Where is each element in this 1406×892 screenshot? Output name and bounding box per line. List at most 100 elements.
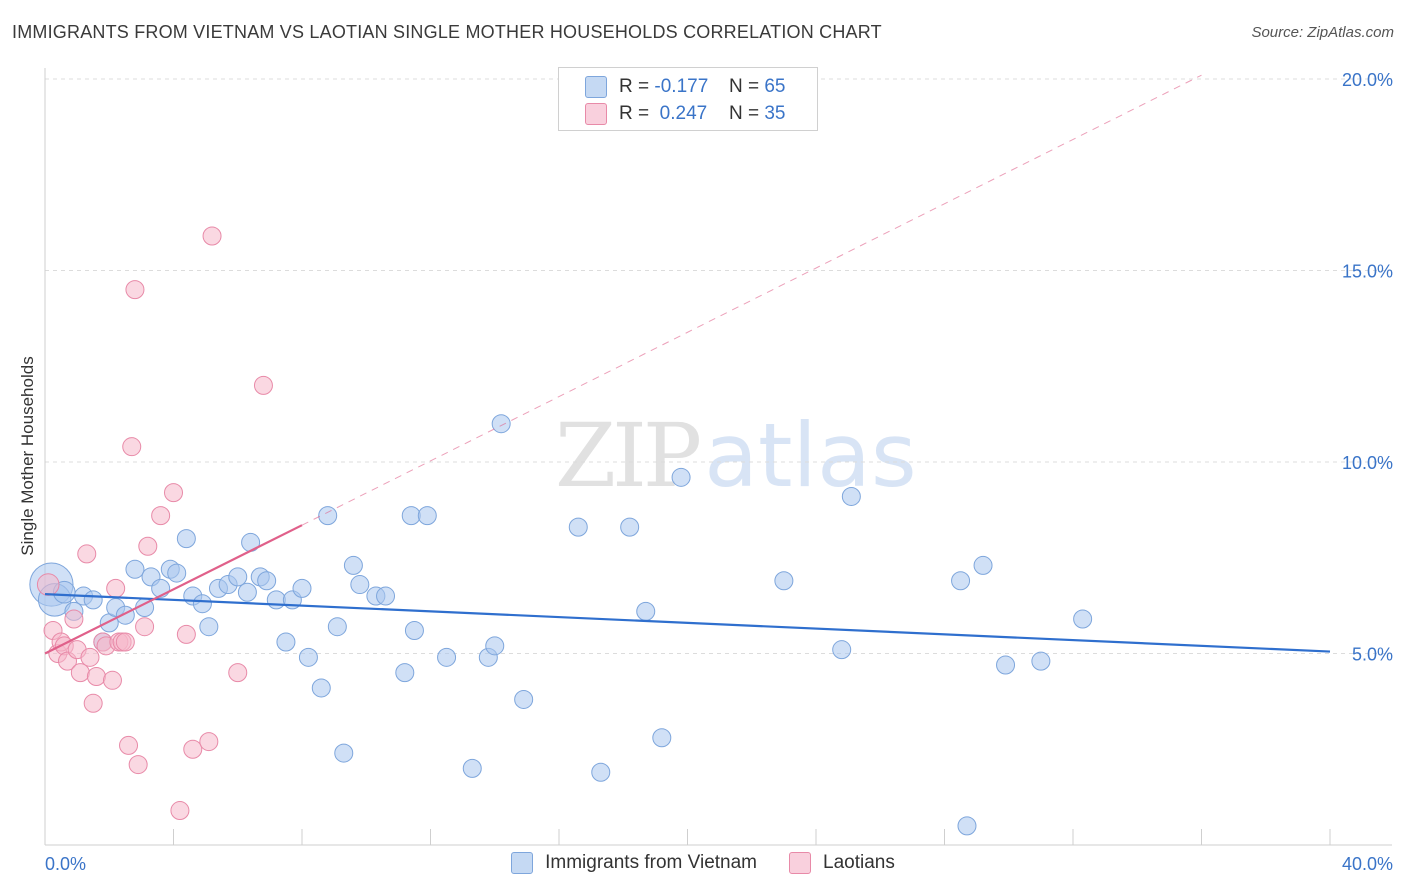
legend-n-value: 35 (764, 103, 786, 124)
vietnam-point (620, 517, 640, 537)
legend-row-laotians: R = 0.247 N = 35 (585, 101, 785, 127)
series-laotians-points (36, 226, 273, 821)
laotians-point (36, 573, 60, 596)
trend-lines (44, 74, 1331, 655)
series-legend: Immigrants from Vietnam Laotians (0, 852, 1406, 874)
legend-n-label: N = (728, 103, 760, 124)
vietnam-point (276, 632, 296, 652)
legend-label-laotians: Laotians (823, 852, 895, 873)
vietnam-point (485, 636, 505, 656)
watermark-zip: ZIP (555, 404, 702, 507)
vietnam-point (167, 563, 187, 583)
vietnam-point (176, 529, 196, 549)
source-label: Source: ZipAtlas.com (1251, 24, 1394, 41)
laotians-point (115, 632, 135, 652)
laotians-point (86, 666, 106, 686)
vietnam-point (334, 743, 354, 763)
vietnam-point (404, 621, 424, 641)
vietnam-point (298, 647, 318, 667)
legend-r-label: R = (619, 76, 650, 97)
laotians-point (176, 624, 196, 644)
y-tick-label: 20.0% (1342, 70, 1393, 90)
watermark: ZIPatlas (555, 404, 917, 507)
legend-label-vietnam: Immigrants from Vietnam (545, 852, 758, 873)
vietnam-point (437, 647, 457, 667)
legend-r-value: 0.247 (654, 103, 708, 124)
legend-r-label: R = (619, 103, 650, 124)
vietnam-point (462, 758, 482, 778)
legend-row-vietnam: R = -0.177 N = 65 (585, 74, 785, 100)
vietnam-point (395, 663, 415, 683)
y-tick-label: 5.0% (1352, 645, 1393, 665)
laotians-point (170, 801, 190, 821)
vietnam-point (591, 762, 611, 782)
laotians-point (70, 663, 90, 683)
x-tick-label: 40.0% (1342, 854, 1393, 874)
laotians-point (77, 544, 97, 564)
laotians-point (64, 609, 84, 629)
legend-swatch-laotians (585, 103, 607, 125)
correlation-legend: R = -0.177 N = 65 R = 0.247 N = 35 (558, 67, 818, 131)
laotians-trend-extension (301, 74, 1202, 526)
vietnam-point (841, 486, 861, 506)
vietnam-point (125, 559, 145, 579)
vietnam-point (266, 590, 286, 610)
chart-title: IMMIGRANTS FROM VIETNAM VS LAOTIAN SINGL… (12, 22, 882, 42)
vietnam-point (568, 517, 588, 537)
vietnam-point (832, 640, 852, 660)
vietnam-point (115, 605, 135, 625)
laotians-point (128, 755, 148, 775)
vietnam-point (292, 578, 312, 598)
vietnam-point (417, 506, 437, 526)
vietnam-point (318, 506, 338, 526)
vietnam-point (401, 506, 421, 526)
laotians-point (125, 280, 145, 300)
vietnam-point (343, 555, 363, 575)
legend-item-vietnam: Immigrants from Vietnam (511, 852, 757, 874)
vietnam-point (957, 816, 977, 836)
vietnam-point (514, 689, 534, 709)
vietnam-point (376, 586, 396, 606)
vietnam-point (774, 571, 794, 591)
laotians-point (228, 663, 248, 683)
legend-swatch-laotians (789, 852, 812, 874)
laotians-trend-line (44, 524, 303, 655)
vietnam-point (311, 678, 331, 698)
y-tick-label: 10.0% (1342, 453, 1393, 473)
vietnam-point (671, 467, 691, 487)
laotians-point (151, 506, 171, 526)
vietnam-point (350, 575, 370, 595)
laotians-point (122, 437, 142, 457)
vietnam-trend-line (44, 593, 1331, 653)
x-tick-label: 0.0% (45, 854, 86, 874)
legend-n-label: N = (728, 76, 760, 97)
y-tick-label: 15.0% (1342, 262, 1393, 282)
vietnam-point (996, 655, 1016, 675)
vietnam-point (1073, 609, 1093, 629)
laotians-point (199, 732, 219, 752)
vietnam-point (327, 617, 347, 637)
legend-swatch-vietnam (585, 76, 607, 98)
legend-r-value: -0.177 (654, 76, 709, 97)
vietnam-point (83, 590, 103, 610)
vietnam-point (199, 617, 219, 637)
laotians-point (253, 375, 273, 395)
vietnam-point (652, 728, 672, 748)
vietnam-point (951, 571, 971, 591)
vietnam-point (1031, 651, 1051, 671)
laotians-point (138, 536, 158, 556)
laotians-point (183, 739, 203, 759)
laotians-point (106, 578, 126, 598)
vietnam-point (973, 555, 993, 575)
laotians-point (202, 226, 222, 246)
laotians-point (119, 735, 139, 755)
laotians-point (164, 483, 183, 503)
vietnam-point (192, 594, 212, 614)
gridlines (45, 78, 1392, 654)
vietnam-point (257, 571, 277, 591)
vietnam-point (491, 414, 511, 434)
legend-item-laotians: Laotians (789, 852, 895, 874)
axes (44, 68, 1392, 846)
watermark-atlas: atlas (704, 404, 917, 507)
laotians-point (83, 693, 103, 713)
